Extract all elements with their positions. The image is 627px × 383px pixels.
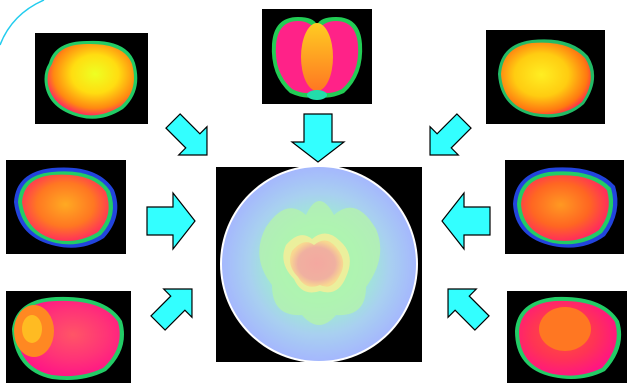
- arrow-from-top-center: [290, 113, 346, 163]
- projection-middle-right: [505, 160, 624, 254]
- projection-top-right: [486, 30, 605, 124]
- polar-map: [216, 167, 422, 362]
- projection-middle-left: [6, 160, 126, 254]
- projection-top-left: [35, 33, 148, 124]
- projection-top-center: [262, 9, 372, 104]
- arrow-from-middle-left: [146, 191, 196, 251]
- arrow-from-middle-right: [441, 191, 491, 251]
- arrow-from-bottom-left: [150, 288, 193, 331]
- arrow-from-top-left: [165, 113, 208, 156]
- arrow-from-bottom-right: [447, 288, 490, 331]
- projection-bottom-right: [507, 291, 627, 383]
- corner-accent-arc: [0, 0, 45, 46]
- projection-bottom-left: [6, 291, 131, 383]
- arrow-from-top-right: [429, 113, 472, 156]
